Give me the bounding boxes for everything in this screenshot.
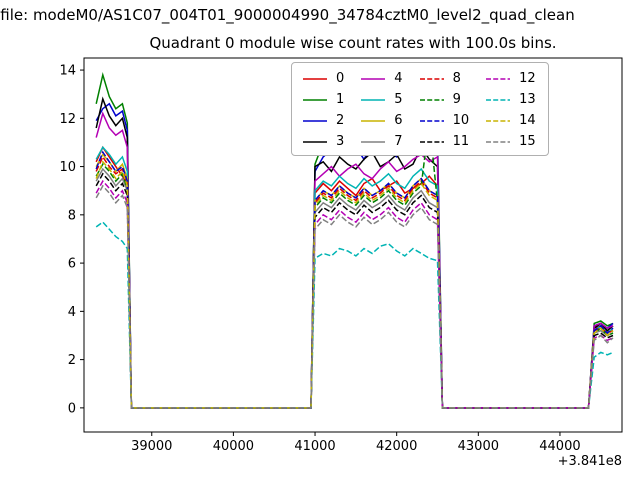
y-tick-label: 14 [59, 64, 76, 79]
legend-item-6: 6 [360, 110, 403, 131]
y-tick-label: 6 [68, 257, 76, 272]
legend-line-sample-3 [303, 140, 327, 143]
series-line-13 [95, 221, 614, 409]
legend-item-9: 9 [419, 89, 470, 110]
legend-label-12: 12 [519, 71, 536, 86]
legend-item-4: 4 [360, 68, 403, 89]
series-line-4 [95, 111, 614, 409]
legend-label-11: 11 [452, 134, 470, 149]
legend-label-7: 7 [394, 134, 403, 149]
x-offset-label: +3.841e8 [557, 454, 622, 469]
x-tick-label: 41000 [294, 439, 335, 454]
series-line-7 [95, 167, 614, 409]
legend-line-sample-13 [486, 98, 511, 101]
plot-frame [83, 57, 623, 433]
series-line-14 [95, 160, 614, 409]
y-tick-label: 8 [68, 208, 76, 223]
legend-item-3: 3 [302, 131, 344, 152]
legend-item-8: 8 [419, 68, 470, 89]
x-tick-label: 44000 [539, 439, 580, 454]
legend-label-0: 0 [336, 71, 345, 86]
legend-item-7: 7 [360, 131, 403, 152]
legend-label-2: 2 [336, 113, 345, 128]
legend-item-5: 5 [360, 89, 403, 110]
series-line-10 [95, 150, 614, 409]
x-tick-label: 43000 [458, 439, 499, 454]
legend-item-10: 10 [419, 110, 470, 131]
legend-line-sample-1 [303, 98, 327, 101]
legend-line-sample-5 [361, 98, 386, 101]
legend-item-12: 12 [485, 68, 536, 89]
legend-line-sample-12 [486, 77, 511, 80]
legend-line-sample-14 [486, 119, 511, 122]
legend-line-sample-10 [419, 119, 444, 122]
legend-label-4: 4 [394, 71, 403, 86]
series-line-5 [95, 146, 614, 409]
legend-line-sample-7 [361, 140, 386, 143]
legend: 0 1 2 3 4 5 6 7 8 9 10 11 12 13 14 15 [291, 62, 549, 156]
legend-item-0: 0 [302, 68, 344, 89]
legend-label-10: 10 [452, 113, 470, 128]
legend-item-13: 13 [485, 89, 536, 110]
y-tick-label: 12 [59, 112, 76, 127]
legend-label-1: 1 [336, 92, 345, 107]
y-tick-label: 2 [68, 353, 76, 368]
y-tick-label: 0 [68, 401, 76, 416]
series-line-6 [95, 153, 614, 409]
legend-label-9: 9 [452, 92, 461, 107]
legend-line-sample-4 [361, 77, 386, 80]
chart-title: Quadrant 0 module wise count rates with … [149, 34, 557, 52]
legend-item-14: 14 [485, 110, 536, 131]
legend-label-13: 13 [519, 92, 536, 107]
series-line-9 [95, 120, 614, 409]
legend-line-sample-15 [486, 140, 511, 143]
legend-label-8: 8 [452, 71, 461, 86]
legend-label-14: 14 [519, 113, 536, 128]
legend-item-11: 11 [419, 131, 470, 152]
x-tick-label: 42000 [376, 439, 417, 454]
legend-label-3: 3 [336, 134, 345, 149]
x-tick-label: 40000 [213, 439, 254, 454]
legend-item-1: 1 [302, 89, 344, 110]
y-tick-label: 4 [68, 305, 76, 320]
legend-label-5: 5 [394, 92, 403, 107]
series-line-15 [95, 184, 614, 409]
legend-item-2: 2 [302, 110, 344, 131]
legend-label-6: 6 [394, 113, 403, 128]
legend-label-15: 15 [519, 134, 536, 149]
legend-line-sample-8 [419, 77, 444, 80]
legend-item-15: 15 [485, 131, 536, 152]
y-tick-label: 10 [59, 160, 76, 175]
suptitle: n file: modeM0/AS1C07_004T01_9000004990_… [0, 6, 575, 24]
series-line-12 [95, 179, 614, 409]
series-line-0 [95, 145, 614, 409]
legend-line-sample-0 [303, 77, 327, 80]
legend-line-sample-11 [419, 140, 444, 143]
legend-line-sample-2 [303, 119, 327, 122]
legend-line-sample-9 [419, 98, 444, 101]
legend-line-sample-6 [361, 119, 386, 122]
x-tick-label: 39000 [131, 439, 172, 454]
